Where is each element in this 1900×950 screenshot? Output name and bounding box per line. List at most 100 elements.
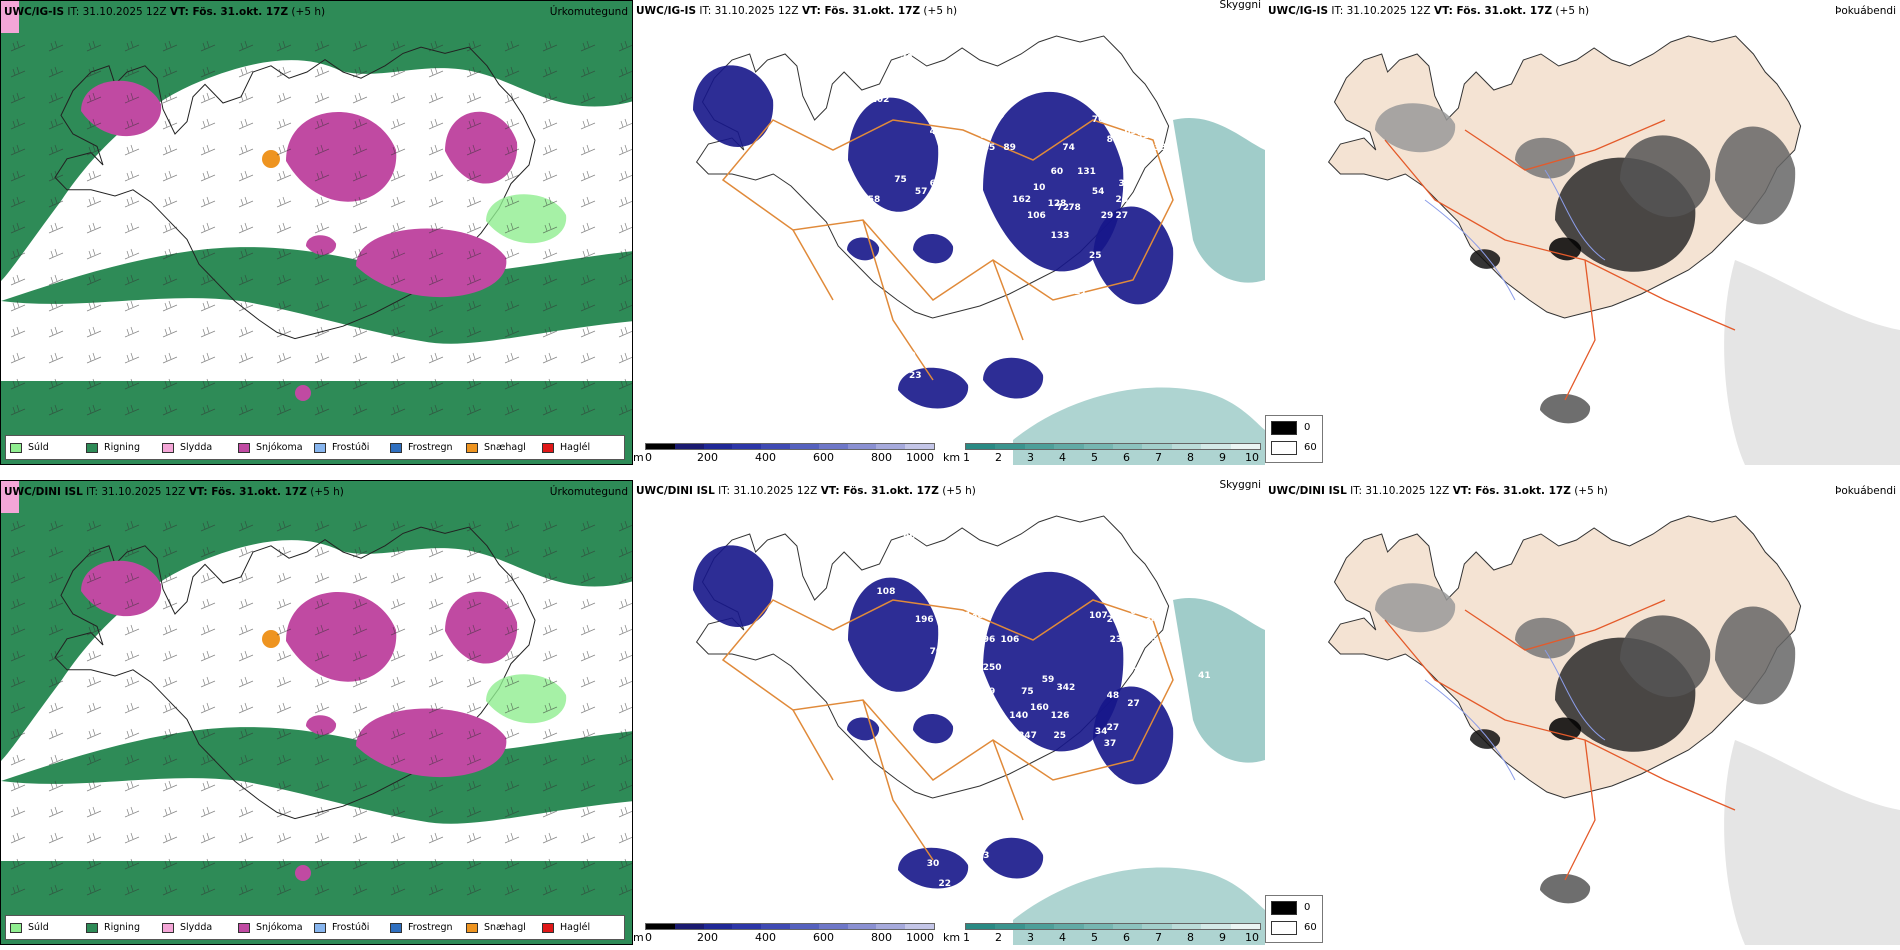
wind-barb	[48, 40, 64, 52]
wind-barb	[390, 248, 406, 260]
precip-type-map[interactable]	[1, 1, 633, 465]
height-scale-bar	[645, 443, 935, 450]
fog-area	[1715, 126, 1796, 225]
wind-barb	[390, 222, 406, 234]
fog-legend: 0 60	[1265, 415, 1323, 463]
wind-barb	[618, 66, 632, 78]
wind-barb	[390, 832, 406, 844]
wind-barb	[504, 144, 520, 156]
legend-item-rigning: Rigning	[86, 922, 162, 933]
wind-barb	[314, 378, 330, 390]
low-visibility-sea	[1173, 597, 1265, 763]
elevation-label: 78	[1068, 203, 1081, 213]
wind-barb	[238, 598, 254, 610]
vis-tick: 10	[1245, 451, 1259, 464]
legend-swatch	[10, 922, 22, 933]
wind-barb	[200, 624, 216, 636]
wind-barb	[86, 248, 102, 260]
wind-barb	[352, 118, 368, 130]
wind-barb	[580, 572, 596, 584]
vis-tick: 9	[1219, 931, 1226, 944]
wind-barb	[124, 676, 140, 688]
elevation-label: 31	[1127, 163, 1140, 173]
wind-barb	[48, 196, 64, 208]
wind-barb	[86, 754, 102, 766]
wind-barb	[542, 754, 558, 766]
wind-barb	[428, 858, 444, 870]
legend-label: Haglél	[560, 442, 591, 453]
wind-barb	[200, 650, 216, 662]
wind-barb	[352, 520, 368, 532]
elevation-label: 67	[888, 75, 901, 85]
legend-swatch	[542, 922, 554, 933]
wind-barb	[428, 780, 444, 792]
wind-barb	[314, 144, 330, 156]
wind-barb	[466, 378, 482, 390]
wind-barb	[86, 806, 102, 818]
legend-label: Frostúði	[332, 922, 370, 933]
wind-barb	[276, 572, 292, 584]
wind-barb	[352, 144, 368, 156]
height-tick: 1000	[906, 931, 934, 944]
wind-barb	[124, 378, 140, 390]
high-terrain-area	[983, 357, 1044, 399]
wind-barb	[428, 300, 444, 312]
elevation-label: 54	[1092, 187, 1105, 197]
wind-barb	[276, 884, 292, 896]
elevation-label: 30	[927, 859, 940, 869]
wind-barb	[48, 780, 64, 792]
wind-barb	[428, 546, 444, 558]
wind-barb	[390, 676, 406, 688]
wind-barb	[580, 222, 596, 234]
wind-barb	[238, 806, 254, 818]
wind-barb	[10, 144, 26, 156]
wind-barb	[238, 196, 254, 208]
wind-barb	[200, 248, 216, 260]
wind-barb	[86, 300, 102, 312]
fog-indicator-map[interactable]	[1265, 480, 1900, 945]
wind-barb	[428, 40, 444, 52]
legend-item-rigning: Rigning	[86, 442, 162, 453]
road-network	[721, 119, 1174, 301]
wind-barb	[618, 572, 632, 584]
wind-barb	[48, 248, 64, 260]
legend-label: Rigning	[104, 442, 140, 453]
elevation-label: 108	[877, 587, 896, 597]
wind-barb	[618, 546, 632, 558]
fog-legend-high: 0	[1304, 422, 1311, 433]
wind-barb	[200, 520, 216, 532]
precip-type-map[interactable]	[1, 481, 633, 945]
wind-barb	[314, 326, 330, 338]
legend-item-sulda: Súld	[10, 442, 86, 453]
wind-barb	[390, 520, 406, 532]
fog-indicator-panel: UWC/IG-IS IT: 31.10.2025 12Z VT: Fös. 31…	[1265, 0, 1900, 465]
wind-barb	[124, 326, 140, 338]
wind-barb	[618, 300, 632, 312]
panel-title: Úrkomutegund	[549, 6, 628, 18]
wind-barb	[504, 676, 520, 688]
wind-barb	[276, 754, 292, 766]
wind-barb	[162, 884, 178, 896]
wind-barb	[580, 598, 596, 610]
elevation-label: 250	[983, 663, 1002, 673]
elevation-label: 131	[1077, 167, 1096, 177]
wind-barb	[504, 170, 520, 182]
wind-barb	[390, 546, 406, 558]
high-terrain-area	[1093, 686, 1174, 785]
fog-indicator-map[interactable]	[1265, 0, 1900, 465]
wind-barb	[86, 66, 102, 78]
wind-barb	[162, 728, 178, 740]
wind-barb	[238, 884, 254, 896]
wind-barb	[200, 326, 216, 338]
wind-barb	[504, 66, 520, 78]
model-row-bottom: UWC/DINI ISL IT: 31.10.2025 12Z VT: Fös.…	[0, 480, 1900, 950]
wind-barb	[162, 832, 178, 844]
wind-barb	[504, 624, 520, 636]
river-network	[1424, 649, 1606, 781]
wind-barb	[48, 546, 64, 558]
wind-barb	[428, 676, 444, 688]
wind-barb	[314, 520, 330, 532]
wind-barb	[162, 598, 178, 610]
